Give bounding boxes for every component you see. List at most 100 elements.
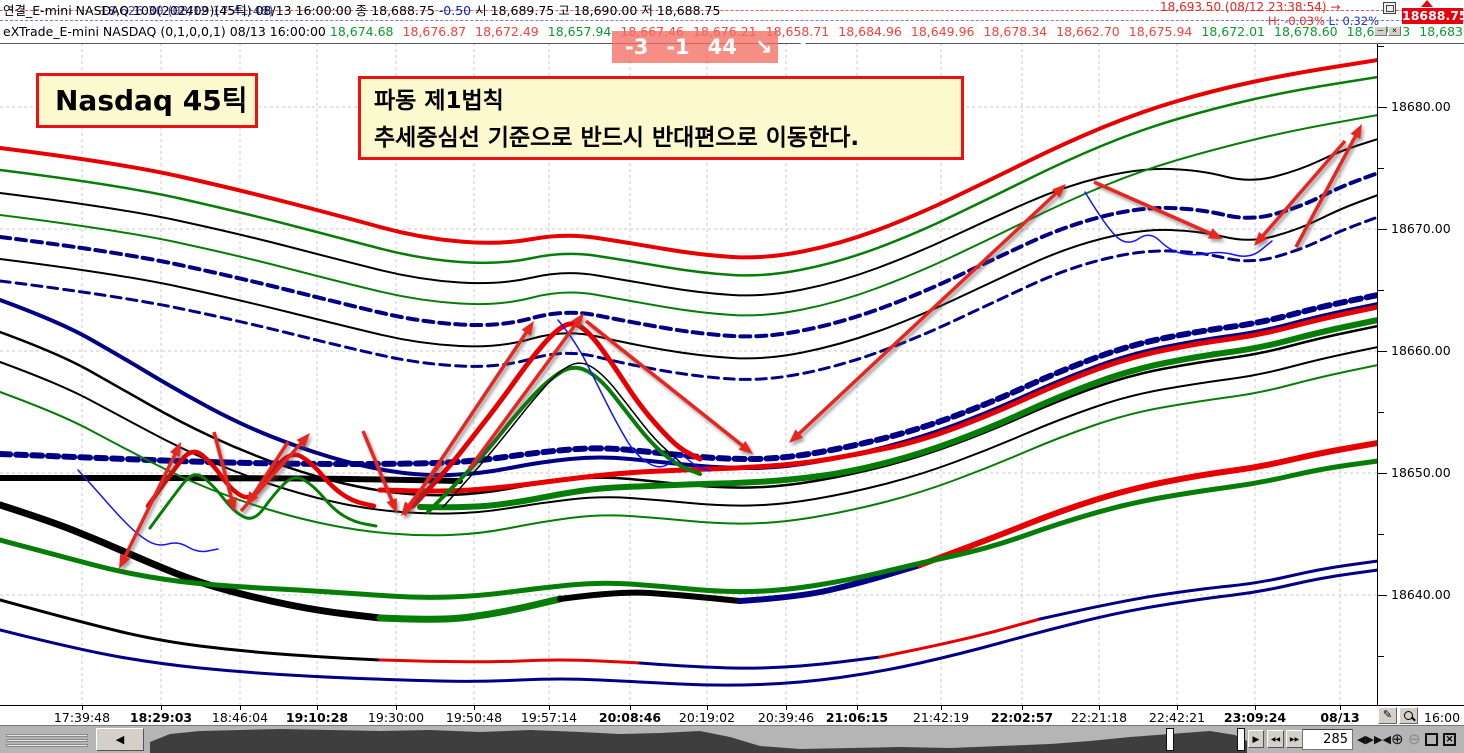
study-value: 18,674.68 (329, 24, 394, 39)
session-low-marker: 18,626.30 (08/12 17:41:48) (100, 3, 274, 18)
x-axis-label: 22:42:21 (1148, 710, 1206, 725)
magnifier-button[interactable] (1399, 707, 1418, 724)
close-chart-icon[interactable]: ✕ (1443, 733, 1456, 746)
close-value: 18,688.75 (371, 3, 435, 18)
study-value: 18,672.49 (475, 24, 539, 39)
x-axis-label: 23:09:24 (1223, 710, 1287, 725)
y-axis-tick (1378, 534, 1384, 535)
y-axis-tick (1378, 473, 1387, 474)
x-axis-tick (161, 706, 162, 710)
x-axis-tick (474, 706, 475, 710)
range-handle-left[interactable] (1166, 728, 1174, 751)
note1-text: Nasdaq 45틱 (55, 84, 248, 117)
close-label: 종 (355, 3, 368, 18)
snap-to-end-icon[interactable]: ▶◀ (1374, 731, 1391, 749)
zoom-out-icon[interactable]: ⊖ (1408, 731, 1421, 748)
time-axis[interactable]: ✎ 16:00 17:39:48 18:29:03 18:46:04 19:10:28… (0, 705, 1464, 725)
close-button[interactable]: × (1388, 26, 1401, 36)
study-value: 18,684.96 (838, 24, 902, 39)
study-value: 18,683.83 (1419, 24, 1464, 39)
y-axis-tick (1378, 229, 1387, 230)
y-axis-label: 18660.00 (1391, 343, 1451, 358)
draw-pencil-button[interactable]: ✎ (1378, 707, 1397, 724)
study-title: eXTrade_E-mini NASDAQ (3, 24, 157, 39)
study-datetime: 08/13 16:00:00 (229, 24, 326, 39)
y-axis-tick (1378, 46, 1384, 47)
range-handle-right[interactable] (1237, 728, 1245, 751)
high-low-percent: H: -0.03% L: 0.32% (1268, 14, 1379, 28)
wave-value-1: -3 (625, 35, 649, 59)
x-axis-tick (941, 706, 942, 710)
x-axis-label: 19:30:00 (367, 710, 425, 725)
x-axis-tick (707, 706, 708, 710)
y-axis-tick (1378, 107, 1387, 108)
study-value: 18,672.01 (1201, 24, 1265, 39)
maximize-chart-icon[interactable] (1425, 733, 1438, 746)
chart-canvas[interactable] (0, 43, 1381, 705)
x-axis-label: 19:57:14 (520, 710, 578, 725)
h-percent-label: H: (1268, 14, 1281, 28)
study-value: 18,676.87 (402, 24, 467, 39)
note2-line2: 추세중심선 기준으로 반드시 반대편으로 이동한다. (374, 125, 860, 151)
x-axis-label: 08/13 (1320, 710, 1360, 725)
study-value: 18,649.96 (910, 24, 975, 39)
note2-line1: 파동 제1법칙 (374, 88, 504, 114)
minimize-button[interactable]: ─ (1374, 26, 1387, 36)
wave-value-2: -1 (666, 35, 690, 59)
high-marker-text: 18,693.50 (08/12 23:38:54) (1160, 0, 1327, 14)
change-value: -0.50 (438, 3, 472, 18)
price-up-triangle-icon (1421, 0, 1433, 7)
x-axis-label: 20:19:02 (678, 710, 736, 725)
study-value: 18,678.60 (1274, 24, 1338, 39)
price-axis[interactable]: 18680.00 18670.00 18660.00 18650.00 18640.00 (1378, 43, 1464, 705)
price-axis-line (1377, 43, 1378, 706)
x-axis-label: 20:39:46 (757, 710, 815, 725)
wave-count-badge: -3 -1 44 ↘ ↗ (612, 31, 808, 63)
open-value: 18,689.75 (490, 3, 555, 18)
x-axis-tick (1099, 706, 1100, 710)
x-axis-label: 19:50:48 (445, 710, 503, 725)
fast-forward-button[interactable]: ▶▶ (1286, 730, 1303, 748)
low-marker-line (0, 20, 1464, 21)
l-percent-value: 0.32% (1342, 14, 1380, 28)
scroll-left-button[interactable]: ◀ (96, 728, 144, 751)
low-value: 18,688.75 (656, 3, 721, 18)
x-axis-tick (1177, 706, 1178, 710)
annotation-note-title[interactable]: Nasdaq 45틱 (36, 73, 258, 128)
y-axis-tick (1378, 595, 1387, 596)
x-axis-tick (317, 706, 318, 710)
restore-window-icon[interactable] (1383, 2, 1396, 14)
session-high-marker: 18,693.50 (08/12 23:38:54) → (1160, 0, 1340, 14)
axis-end-time: 16:00 (1424, 710, 1461, 725)
y-axis-label: 18640.00 (1391, 587, 1451, 602)
zoom-in-icon[interactable]: ⊕ (1391, 731, 1404, 748)
h-percent-value: -0.03% (1284, 14, 1325, 28)
x-axis-label: 18:29:03 (129, 710, 193, 725)
study-params: (0,1,0,0,1) (160, 24, 226, 39)
data-overview-strip[interactable] (0, 726, 1464, 753)
x-axis-tick (1255, 706, 1256, 710)
x-axis-label: 22:21:18 (1070, 710, 1128, 725)
play-button[interactable]: ▶ (1248, 730, 1264, 748)
right-arrow-icon: → (1330, 0, 1341, 14)
annotation-note-rule[interactable]: 파동 제1법칙 추세중심선 기준으로 반드시 반대편으로 이동한다. (358, 76, 964, 160)
pan-both-icon[interactable]: ◀▶ (1357, 731, 1374, 749)
x-axis-tick (549, 706, 550, 710)
y-axis-tick (1378, 351, 1387, 352)
bar-count-input[interactable] (1302, 729, 1353, 750)
study-value: 18,662.70 (1056, 24, 1120, 39)
x-axis-label: 17:39:48 (53, 710, 111, 725)
study-value: 18,678.34 (983, 24, 1048, 39)
x-axis-label: 22:02:57 (990, 710, 1054, 725)
chart-plot-area[interactable] (0, 43, 1381, 705)
x-axis-label: 18:46:04 (211, 710, 269, 725)
splitter-grip[interactable] (6, 734, 88, 749)
high-marker-line (0, 10, 1464, 11)
y-axis-label: 18680.00 (1391, 99, 1451, 114)
x-axis-label: 19:10:28 (285, 710, 349, 725)
chart-scrollbar: ◀ ▶ ◀◀ ▶▶ ◀▶ ▶◀ ⊕ ⊖ ✕ (0, 725, 1464, 753)
rewind-button[interactable]: ◀◀ (1267, 730, 1284, 748)
x-axis-label: 21:06:15 (825, 710, 889, 725)
y-axis-tick (1378, 290, 1384, 291)
